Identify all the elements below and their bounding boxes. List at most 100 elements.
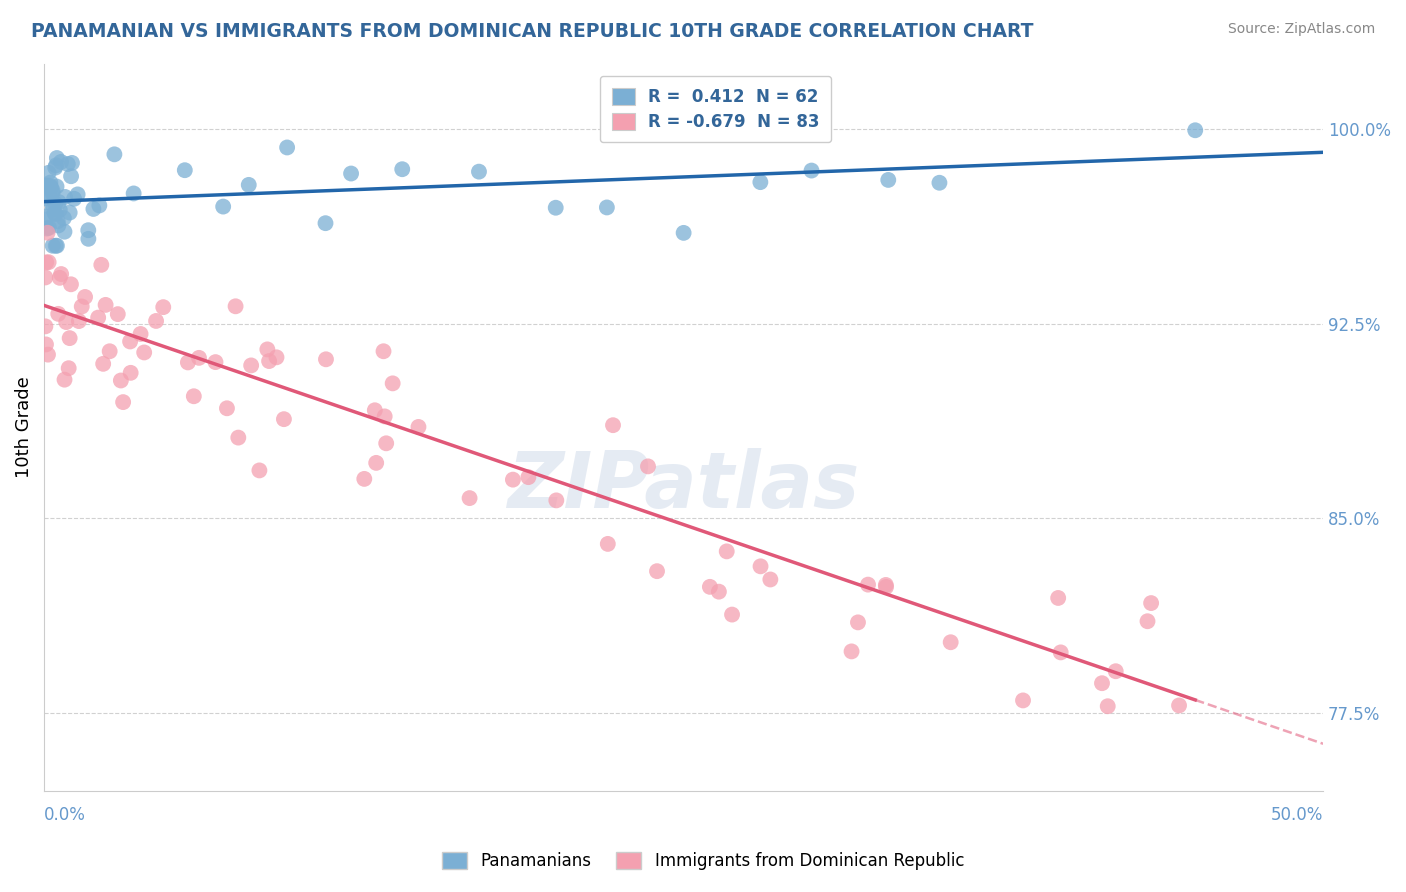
Point <box>45 151 67 165</box>
Point <box>645 564 668 578</box>
Point <box>48 219 70 233</box>
Point <box>107 307 129 321</box>
Point <box>145 314 167 328</box>
Point <box>39 176 62 190</box>
Point <box>177 355 200 369</box>
Text: 50.0%: 50.0% <box>1271 806 1323 824</box>
Legend: Panamanians, Immigrants from Dominican Republic: Panamanians, Immigrants from Dominican R… <box>436 845 970 877</box>
Point <box>596 537 619 551</box>
Point <box>34 270 56 285</box>
Point <box>544 201 567 215</box>
Point <box>90 258 112 272</box>
Point <box>49 155 72 169</box>
Point <box>468 164 491 178</box>
Point <box>928 176 950 190</box>
Point <box>1168 698 1191 713</box>
Point <box>1136 614 1159 628</box>
Point <box>707 584 730 599</box>
Point <box>256 343 278 357</box>
Point <box>716 544 738 558</box>
Point <box>749 175 772 189</box>
Point <box>240 359 263 373</box>
Point <box>34 178 56 193</box>
Point <box>502 473 524 487</box>
Point <box>759 573 782 587</box>
Point <box>34 210 56 224</box>
Point <box>856 577 879 591</box>
Point <box>35 255 58 269</box>
Point <box>91 357 114 371</box>
Point <box>381 376 404 391</box>
Point <box>1184 123 1206 137</box>
Legend: R =  0.412  N = 62, R = -0.679  N = 83: R = 0.412 N = 62, R = -0.679 N = 83 <box>600 76 831 143</box>
Point <box>38 255 60 269</box>
Point <box>53 190 76 204</box>
Point <box>45 158 67 172</box>
Point <box>41 238 63 252</box>
Point <box>120 334 142 349</box>
Point <box>82 202 104 216</box>
Point <box>42 202 65 217</box>
Point <box>122 186 145 201</box>
Point <box>672 226 695 240</box>
Point <box>60 169 83 184</box>
Text: PANAMANIAN VS IMMIGRANTS FROM DOMINICAN REPUBLIC 10TH GRADE CORRELATION CHART: PANAMANIAN VS IMMIGRANTS FROM DOMINICAN … <box>31 22 1033 41</box>
Point <box>49 202 72 217</box>
Point <box>34 212 56 227</box>
Point <box>66 187 89 202</box>
Point <box>39 179 62 194</box>
Point <box>120 366 142 380</box>
Point <box>1091 676 1114 690</box>
Point <box>44 207 66 221</box>
Point <box>721 607 744 622</box>
Point <box>59 205 82 219</box>
Point <box>315 216 337 230</box>
Point <box>602 418 624 433</box>
Point <box>49 267 72 281</box>
Point <box>41 184 63 198</box>
Point <box>273 412 295 426</box>
Text: 0.0%: 0.0% <box>44 806 86 824</box>
Point <box>45 238 67 252</box>
Point <box>103 147 125 161</box>
Point <box>266 351 288 365</box>
Point <box>44 161 66 175</box>
Point <box>173 163 195 178</box>
Point <box>53 373 76 387</box>
Point <box>77 232 100 246</box>
Point <box>1047 591 1070 605</box>
Point <box>1105 664 1128 678</box>
Point <box>44 196 66 211</box>
Point <box>375 436 398 450</box>
Point <box>238 178 260 192</box>
Point <box>35 337 58 351</box>
Point <box>152 300 174 314</box>
Point <box>44 206 66 220</box>
Point <box>52 211 75 226</box>
Point <box>353 472 375 486</box>
Point <box>637 459 659 474</box>
Point <box>875 580 897 594</box>
Point <box>70 300 93 314</box>
Point <box>1012 693 1035 707</box>
Point <box>315 352 337 367</box>
Text: ZIPatlas: ZIPatlas <box>508 448 859 524</box>
Point <box>276 140 298 154</box>
Point <box>41 186 63 200</box>
Point <box>67 314 90 328</box>
Point <box>188 351 211 365</box>
Point <box>45 238 67 252</box>
Point <box>48 195 70 210</box>
Point <box>75 290 97 304</box>
Point <box>45 179 67 194</box>
Point <box>94 298 117 312</box>
Point <box>38 166 60 180</box>
Point <box>374 409 396 424</box>
Point <box>56 157 79 171</box>
Point <box>35 221 58 235</box>
Point <box>110 374 132 388</box>
Point <box>340 167 363 181</box>
Point <box>77 223 100 237</box>
Point <box>877 173 900 187</box>
Point <box>699 580 721 594</box>
